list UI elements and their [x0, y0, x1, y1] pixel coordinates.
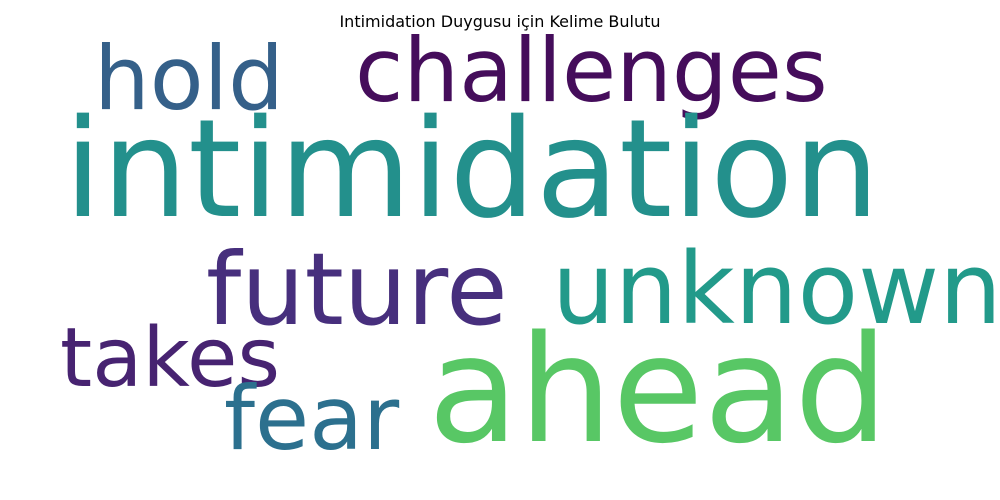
figure-title: Intimidation Duygusu için Kelime Bulutu [339, 12, 661, 31]
word-intimidation: intimidation [64, 91, 880, 249]
word-unknown: unknown [552, 232, 1000, 347]
word-future: future [206, 231, 508, 348]
word-takes: takes [60, 311, 281, 406]
word-challenges: challenges [355, 19, 828, 122]
word-ahead: ahead [428, 304, 889, 476]
word-fear: fear [224, 367, 400, 470]
word-hold: hold [94, 27, 284, 130]
